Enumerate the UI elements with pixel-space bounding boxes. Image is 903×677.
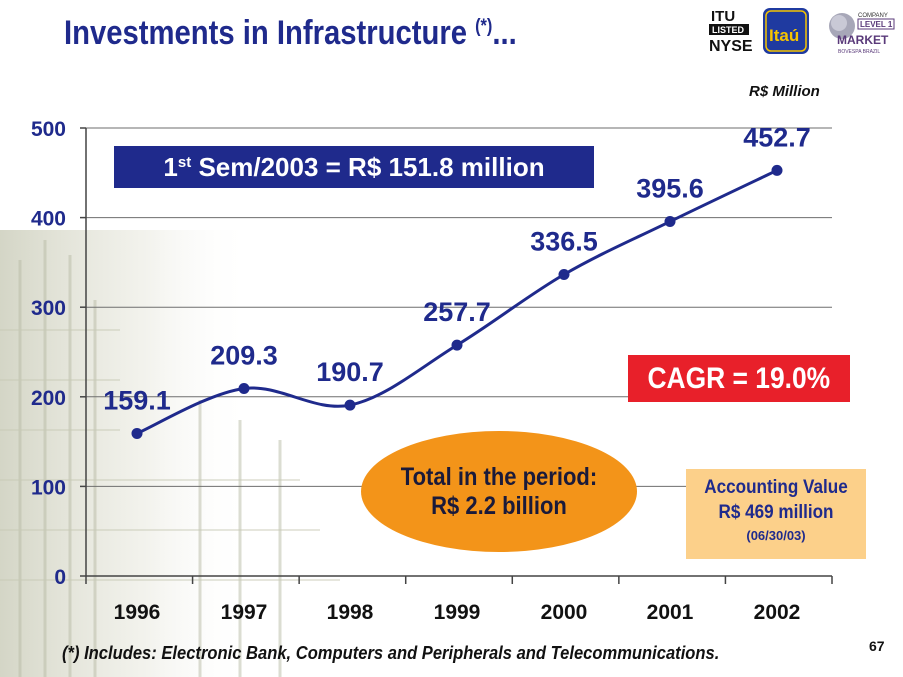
- itau-logo: Itaú: [763, 8, 809, 54]
- data-point-1999: [451, 339, 463, 351]
- x-tick-label-1996: 1996: [114, 601, 161, 624]
- page-title-text: Investments in Infrastructure: [64, 14, 467, 52]
- data-point-2001: [664, 216, 676, 228]
- data-label-2001: 395.6: [636, 174, 704, 204]
- data-point-2000: [558, 268, 570, 280]
- title-ellipsis: ...: [492, 14, 517, 52]
- title-footnote-mark: (*): [475, 16, 493, 37]
- logo-level-text: LEVEL 1: [860, 20, 893, 29]
- bovespa-level1-logo: COMPANY LEVEL 1 MARKET BOVESPA BRAZIL: [829, 13, 895, 55]
- data-points: [131, 164, 783, 439]
- x-tick-label-2002: 2002: [754, 601, 801, 624]
- logo-market-text: MARKET: [837, 33, 889, 47]
- y-tick-label-400: 400: [31, 208, 66, 231]
- data-label-2002: 452.7: [743, 122, 811, 152]
- unit-label: R$ Million: [749, 83, 820, 100]
- logo-bovespa-text: BOVESPA BRAZIL: [838, 49, 880, 55]
- accounting-line1: Accounting Value: [704, 477, 848, 498]
- data-point-2002: [771, 164, 783, 176]
- logo-itau-text: Itaú: [769, 26, 799, 45]
- y-tick-label-200: 200: [31, 387, 66, 410]
- total-line2: R$ 2.2 billion: [431, 491, 567, 520]
- page-number: 67: [869, 638, 885, 654]
- page-title: Investments in Infrastructure (*)...: [64, 14, 517, 53]
- x-tick-label-2000: 2000: [541, 601, 588, 624]
- y-tick-label-300: 300: [31, 297, 66, 320]
- nyse-listed-logo: ITU LISTED NYSE: [709, 8, 753, 55]
- accounting-line3: (06/30/03): [746, 528, 806, 543]
- data-label-1998: 190.7: [316, 357, 384, 387]
- logo-itu-text: ITU: [711, 8, 735, 25]
- chart-axes: [80, 127, 833, 584]
- x-tick-label-1997: 1997: [221, 601, 268, 624]
- data-point-1998: [344, 399, 356, 411]
- y-tick-label-0: 0: [54, 566, 66, 589]
- x-tick-label-2001: 2001: [647, 601, 694, 624]
- total-line1: Total in the period:: [400, 462, 598, 491]
- data-label-1999: 257.7: [423, 297, 491, 327]
- data-label-1997: 209.3: [210, 340, 278, 370]
- y-tick-label-100: 100: [31, 476, 66, 499]
- total-period-ellipse: Total in the period: R$ 2.2 billion: [361, 431, 637, 552]
- accounting-value-box: Accounting Value R$ 469 million (06/30/0…: [686, 469, 866, 559]
- logo-company-text: COMPANY: [858, 13, 888, 19]
- y-tick-label-500: 500: [31, 118, 66, 141]
- footnote: (*) Includes: Electronic Bank, Computers…: [62, 643, 720, 663]
- x-tick-label-1999: 1999: [434, 601, 481, 624]
- semester-number: 1: [163, 152, 178, 182]
- data-point-1996: [131, 427, 143, 439]
- semester-ordinal: st: [177, 154, 192, 171]
- semester-total-box: 1st Sem/2003 = R$ 151.8 million: [114, 146, 594, 188]
- data-label-2000: 336.5: [530, 226, 598, 256]
- accounting-line2: R$ 469 million: [718, 502, 834, 523]
- logos: ITU LISTED NYSE Itaú COMPANY LEVEL 1 MAR…: [709, 8, 895, 55]
- data-labels: 159.1 209.3 190.7 257.7 336.5 395.6 452.7: [103, 122, 811, 415]
- cagr-box: CAGR = 19.0%: [628, 355, 850, 402]
- data-label-1996: 159.1: [103, 385, 171, 415]
- x-tick-label-1998: 1998: [327, 601, 374, 624]
- data-point-1997: [238, 382, 250, 394]
- x-tick-labels: 1996 1997 1998 1999 2000 2001 2002: [114, 601, 801, 624]
- y-tick-labels: 0 100 200 300 400 500: [31, 118, 66, 589]
- logo-nyse-text: NYSE: [709, 38, 753, 55]
- cagr-text: CAGR = 19.0%: [647, 362, 831, 395]
- semester-text: Sem/2003 = R$ 151.8 million: [191, 152, 545, 182]
- logo-listed-text: LISTED: [712, 25, 745, 35]
